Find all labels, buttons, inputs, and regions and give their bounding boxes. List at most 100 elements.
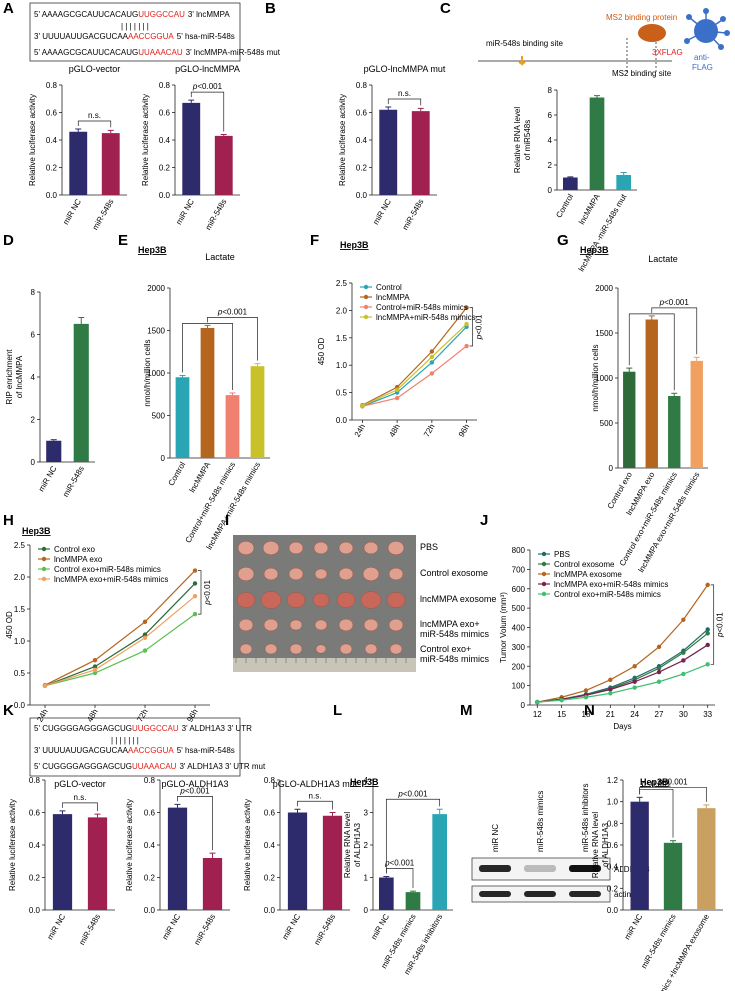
series-line	[537, 628, 709, 703]
category-label: Control	[167, 460, 188, 487]
category-label: miR-548s	[61, 465, 86, 499]
bar	[405, 892, 421, 910]
data-point	[656, 665, 662, 671]
y-tick-label: 0	[31, 458, 36, 467]
y-tick-label: 500	[512, 604, 526, 613]
x-tick-label: 30	[679, 710, 688, 719]
data-point	[681, 650, 686, 655]
significance-bracket	[198, 570, 202, 615]
significance-bracket	[177, 796, 213, 851]
y-tick-label: 0.4	[159, 136, 171, 145]
bar	[697, 808, 716, 910]
p-value-label: p<0.01	[716, 612, 725, 638]
blot-lane-label: miR-548s inhibitors	[581, 784, 590, 852]
tumor-specimen	[338, 541, 354, 555]
y-tick-label: 2.5	[336, 279, 348, 288]
data-point	[192, 581, 198, 586]
y-tick-label: 0.0	[336, 416, 348, 425]
actin-band	[524, 891, 556, 897]
data-point	[608, 691, 613, 696]
seq-a-l3r: UUAAACAU	[138, 48, 183, 57]
legend-label: lncMMPA exo	[54, 555, 103, 564]
y-tick-label: 0.4	[356, 136, 368, 145]
y-tick-label: 1.5	[14, 605, 26, 614]
y-tick-label: 1500	[595, 329, 613, 338]
y-tick-label: 0.5	[14, 669, 26, 678]
y-tick-label: 0.8	[46, 81, 58, 90]
p-value-label: p<0.001	[657, 777, 688, 786]
actin-band	[479, 891, 511, 897]
chart-c: 0 2 4 6 8 Relative RNA level of miR548s Control…	[513, 86, 637, 273]
tumor-specimen	[238, 618, 254, 632]
y-axis-label: Relative luciferase activity	[8, 799, 17, 891]
legend-marker	[363, 294, 369, 300]
data-point	[608, 677, 613, 683]
seq-k-l3r: UUAAACAU	[132, 762, 177, 771]
y-tick-label: 2	[548, 161, 553, 170]
seq-k-l1s: 3' ALDH1A3 3' UTR	[182, 724, 252, 733]
y-tick-label: 1	[364, 874, 369, 883]
tumor-specimen	[314, 619, 328, 631]
y-tick-label: 8	[31, 288, 36, 297]
panel-i-photo: PBS Control exosome lncMMPA exosome lncM…	[233, 535, 496, 672]
data-point	[632, 685, 637, 690]
y-tick-label: 0.4	[46, 136, 58, 145]
y-axis-label: Relative luciferase activity	[141, 94, 150, 186]
p-value-label: n.s.	[74, 793, 87, 802]
data-point	[583, 695, 589, 700]
chart-title: pGLO-lncMMPA mut	[364, 64, 446, 74]
chart-l: 0 1 2 3 4 Relative RNA level of ALDH1A3 Hep3B mi…	[343, 776, 453, 976]
tumor-specimen	[262, 540, 280, 556]
tumor-specimen	[338, 567, 354, 581]
y-axis-label: Relative luciferase activity	[28, 94, 37, 186]
y-tick-label: 0.8	[159, 81, 171, 90]
bar	[69, 131, 88, 195]
legend-label: lncMMPA exo+miR-548s mimics	[554, 580, 668, 589]
y-tick-label: 0.0	[144, 906, 156, 915]
category-label: miR-548s	[204, 198, 229, 232]
significance-bracket	[710, 584, 715, 665]
y-tick-label: 0.8	[144, 776, 156, 785]
c-ms2-site: MS2 binding site	[612, 69, 672, 78]
data-point	[429, 349, 435, 354]
category-label: miR NC	[280, 912, 302, 941]
y-tick-label: 6	[31, 331, 36, 340]
aldh1a3-band	[569, 865, 601, 872]
bar	[411, 111, 430, 195]
bar	[175, 377, 190, 458]
seq-k-l3s: 3' ALDH1A3 3' UTR mut	[179, 762, 266, 771]
tumor-specimen	[237, 540, 255, 556]
x-tick-label: 48h	[387, 423, 401, 439]
chart-title: pGLO-ALDH1A3 mut	[273, 779, 358, 789]
chart-g: 0 500 1000 1500 2000 nmol/h/million cells Lact…	[580, 245, 708, 574]
data-point	[394, 387, 400, 393]
x-tick-label: 48h	[85, 708, 99, 724]
tumor-specimen	[264, 643, 278, 655]
category-label: lncMMPA -miR-548s mut	[577, 192, 629, 273]
data-point	[429, 360, 435, 365]
chart-b: 0.0 0.2 0.4 0.6 0.8 Relative luciferase activ…	[338, 64, 446, 232]
y-tick-label: 0.0	[159, 191, 171, 200]
legend-marker	[41, 556, 47, 562]
data-point	[92, 670, 98, 676]
data-point	[42, 683, 48, 688]
p-value-label: p<0.01	[203, 579, 212, 605]
tumor-specimen	[312, 592, 330, 608]
y-axis-label: of miR548s	[523, 120, 532, 160]
legend-marker	[541, 561, 547, 567]
x-tick-label: 18	[582, 710, 591, 719]
y-tick-label: 0.8	[264, 776, 276, 785]
y-tick-label: 100	[512, 682, 526, 691]
data-point	[705, 627, 710, 632]
data-point	[656, 679, 662, 684]
y-tick-label: 1500	[147, 327, 165, 336]
bar	[101, 133, 120, 195]
data-point	[192, 611, 198, 617]
bar	[663, 842, 683, 910]
data-point	[705, 582, 710, 588]
seq-k-l1p: 5' CUGGGGAGGGAGCUG	[34, 724, 132, 733]
cell-line-label: Hep3B	[580, 245, 609, 255]
